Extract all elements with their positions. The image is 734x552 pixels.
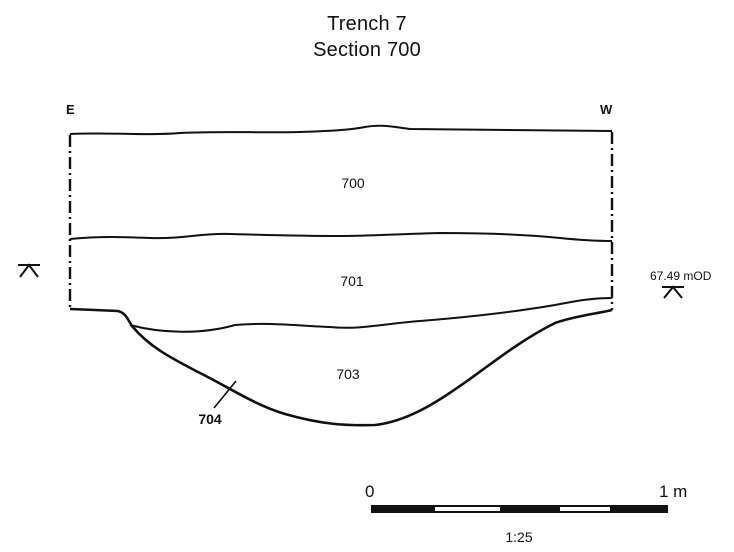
layer-label-700: 700 bbox=[341, 175, 365, 191]
layer-boundary-700-701 bbox=[69, 231, 613, 242]
scale-end-label: 1 m bbox=[659, 482, 687, 501]
cut-label-704: 704 bbox=[198, 411, 222, 427]
cut-704-leader bbox=[213, 380, 237, 409]
layer-boundary-701-703 bbox=[129, 297, 613, 333]
layer-label-701: 701 bbox=[340, 273, 364, 289]
scale-ratio-label: 1:25 bbox=[505, 529, 532, 545]
layer-label-703: 703 bbox=[336, 366, 360, 382]
scale-bar bbox=[371, 505, 668, 513]
datum-symbol-left bbox=[18, 263, 40, 278]
west-label: W bbox=[600, 102, 613, 117]
cut-704-profile bbox=[69, 307, 613, 427]
east-label: E bbox=[66, 102, 75, 117]
scale-start-label: 0 bbox=[365, 482, 374, 501]
title-section: Section 700 bbox=[313, 39, 421, 61]
ground-surface-line bbox=[69, 124, 613, 136]
datum-symbol-right bbox=[662, 285, 684, 299]
datum-level-label: 67.49 mOD bbox=[650, 269, 712, 283]
title-trench: Trench 7 bbox=[327, 13, 407, 35]
